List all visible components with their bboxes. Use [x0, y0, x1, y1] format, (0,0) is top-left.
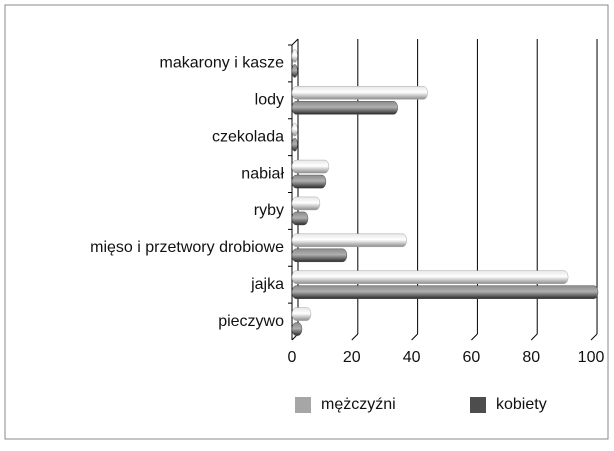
tick-mark [530, 333, 538, 341]
tick-mark [351, 333, 359, 341]
bar [291, 248, 348, 263]
tick-mark [590, 333, 598, 341]
y-tick-label: makarony i kasze [160, 55, 285, 72]
x-tick-label: 60 [463, 349, 481, 366]
y-tick-label: pieczywo [218, 313, 284, 330]
bar [291, 64, 298, 78]
axis-line [291, 38, 299, 46]
x-tick-label: 80 [522, 349, 540, 366]
bar [291, 270, 569, 284]
bar [291, 49, 298, 63]
tick-mark [411, 333, 418, 341]
bar [291, 211, 309, 226]
bar [291, 233, 407, 248]
legend-label: kobiety [496, 396, 547, 413]
x-tick-label: 40 [403, 349, 421, 366]
y-tick-label: lody [255, 92, 284, 109]
y-tick-label: mięso i przetwory drobiowe [90, 239, 284, 256]
bar [291, 196, 321, 211]
bar [291, 137, 298, 152]
bar [291, 285, 599, 299]
legend-swatch [295, 397, 311, 413]
y-tick-label: jajka [250, 276, 284, 293]
bar [291, 101, 398, 115]
legend-label: mężczyźni [321, 396, 396, 413]
bar [291, 122, 298, 137]
bar [291, 322, 303, 336]
y-tick-label: czekolada [212, 128, 284, 145]
x-tick-label: 20 [343, 349, 361, 366]
legend-swatch [470, 397, 486, 413]
bar [291, 159, 330, 174]
bar [291, 307, 312, 321]
x-tick-label: 100 [578, 349, 605, 366]
y-tick-label: nabiał [241, 165, 284, 182]
x-tick-label: 0 [288, 349, 297, 366]
y-tick-label: ryby [254, 202, 284, 219]
bar [291, 86, 428, 100]
bar [291, 174, 327, 189]
tick-mark [471, 333, 478, 341]
